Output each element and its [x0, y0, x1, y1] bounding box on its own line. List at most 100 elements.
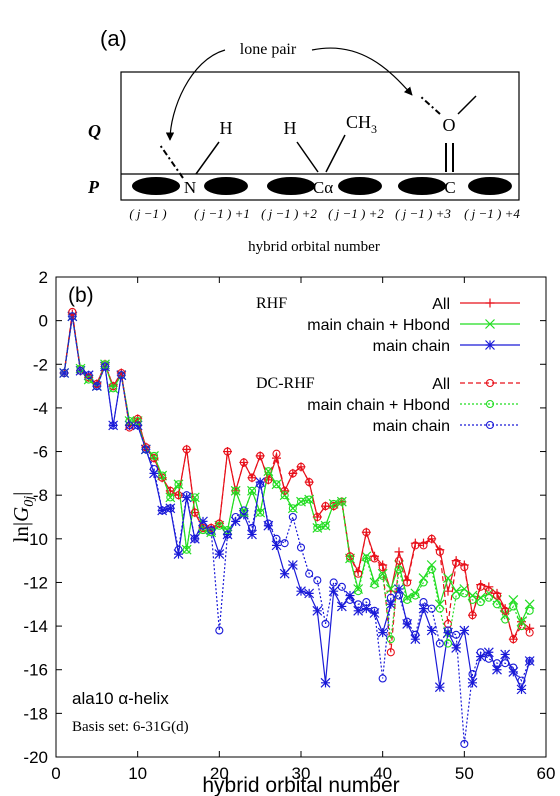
orbital [204, 177, 248, 195]
orbital-label: ( j −1 ) +2 [261, 206, 317, 221]
arrow [311, 47, 413, 96]
point [223, 447, 232, 456]
point [280, 539, 289, 548]
point [378, 571, 387, 580]
point [394, 547, 404, 557]
point [378, 563, 387, 572]
y-tick-label: -4 [33, 399, 48, 418]
point [336, 601, 347, 612]
point [296, 543, 306, 552]
point [443, 639, 453, 648]
point [452, 630, 461, 639]
point [525, 628, 534, 637]
legend-marker [485, 399, 495, 409]
point [524, 656, 535, 666]
point [149, 468, 159, 479]
point [141, 445, 150, 454]
point [353, 605, 364, 616]
point [76, 364, 85, 373]
point [370, 606, 379, 615]
point [312, 605, 323, 616]
point [459, 625, 470, 636]
point [68, 312, 77, 321]
point [418, 603, 429, 614]
point [386, 593, 395, 602]
point [255, 477, 266, 488]
point [215, 521, 224, 530]
point [247, 523, 257, 532]
point [369, 608, 380, 618]
point [484, 654, 493, 663]
point [231, 486, 240, 495]
y-tick-label: -18 [23, 704, 48, 723]
point [402, 618, 413, 629]
point [362, 554, 371, 563]
point [452, 558, 461, 567]
point [312, 522, 323, 533]
point [239, 506, 248, 515]
point [426, 625, 437, 636]
point [214, 549, 225, 560]
point [174, 545, 183, 554]
orbital-label: ( j −1 ) +4 [464, 206, 520, 221]
point [362, 598, 371, 607]
point [321, 521, 330, 530]
point [109, 421, 118, 430]
point [158, 506, 167, 515]
point [313, 576, 322, 585]
point [443, 586, 453, 596]
y-tick-label: -10 [23, 530, 48, 549]
bond [419, 95, 441, 115]
point [525, 606, 534, 615]
atom: Cα [313, 178, 333, 197]
point [174, 480, 183, 489]
panel-label: (a) [100, 26, 127, 51]
point [239, 458, 248, 467]
point [117, 371, 126, 380]
point [476, 598, 485, 607]
point [181, 492, 192, 503]
series-line [63, 316, 531, 624]
legend-group: DC-RHF [256, 375, 315, 392]
bond [457, 95, 477, 115]
y-axis-label: ln|G0j| [9, 492, 37, 543]
point [329, 502, 338, 511]
legend-marker [485, 378, 495, 388]
point [492, 659, 502, 668]
point [328, 586, 339, 597]
orbital [338, 177, 382, 195]
atom: H [284, 118, 297, 138]
atom: CH [346, 112, 371, 132]
point [509, 635, 518, 644]
point [476, 582, 485, 591]
y-tick-label: -16 [23, 661, 48, 680]
atom: O [443, 115, 456, 135]
point [468, 595, 477, 604]
point [345, 595, 355, 604]
point [223, 530, 232, 539]
point [484, 593, 493, 602]
point [84, 375, 93, 384]
point [385, 584, 396, 594]
point [362, 528, 371, 537]
point [427, 604, 436, 613]
point [264, 475, 273, 484]
point [92, 382, 101, 391]
point [435, 604, 444, 613]
point [174, 491, 183, 500]
point [394, 565, 404, 574]
point [378, 674, 387, 683]
y-axis-label-part: | [9, 492, 33, 496]
point [271, 540, 282, 551]
point [296, 497, 306, 506]
point [321, 502, 330, 511]
point [443, 627, 453, 638]
point [460, 589, 469, 598]
x-tick-label: 30 [292, 764, 311, 783]
point [525, 623, 535, 633]
y-axis-label-part: ln| [9, 522, 33, 543]
legend-label: main chain + Hbond [307, 317, 450, 334]
point [247, 473, 257, 482]
point [443, 626, 453, 635]
point [198, 526, 208, 535]
